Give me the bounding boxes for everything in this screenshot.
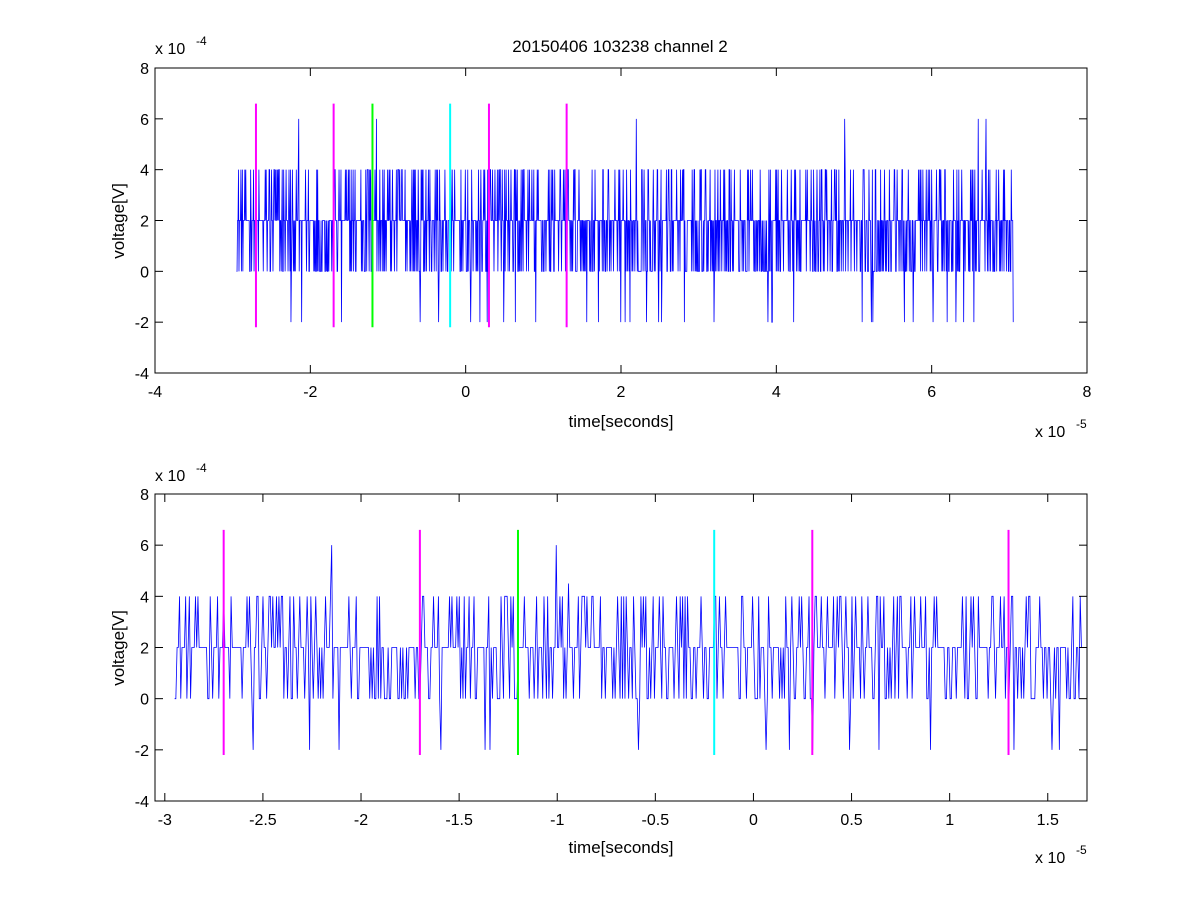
bottom-y-exponent: x 10 -4: [155, 461, 207, 485]
top-x-exponent: x 10 -5: [1035, 417, 1087, 441]
top-y-axis-label: voltage[V]: [109, 183, 128, 259]
x-tick-label: -1: [550, 812, 564, 829]
x-tick-label: -2: [303, 384, 317, 401]
x-tick-label: 0: [749, 812, 758, 829]
bottom-x-ticks: -3 -2.5 -2 -1.5 -1 -0.5 0 0.5 1 1.5: [158, 494, 1059, 829]
y-tick-label: 2: [140, 641, 149, 658]
y-tick-label: 0: [140, 264, 149, 281]
top-signal-series: [236, 118, 1014, 323]
y-tick-label: -4: [135, 366, 149, 383]
bottom-x-exponent-base: x 10: [1035, 850, 1065, 867]
y-tick-label: 8: [140, 61, 149, 78]
signal-trace: [236, 118, 1014, 323]
x-tick-label: 0: [461, 384, 470, 401]
x-tick-label: -0.5: [642, 812, 670, 829]
bottom-marker-lines: [222, 529, 1010, 755]
bottom-x-exponent-power: -5: [1076, 843, 1087, 857]
x-tick-label: -1.5: [445, 812, 473, 829]
top-y-exponent-base: x 10: [155, 41, 185, 58]
bottom-y-exponent-power: -4: [196, 461, 207, 475]
y-tick-label: 6: [140, 112, 149, 129]
y-tick-label: 6: [140, 538, 149, 555]
top-x-axis-label: time[seconds]: [569, 412, 674, 431]
x-tick-label: -2: [354, 812, 368, 829]
top-x-exponent-power: -5: [1076, 417, 1087, 431]
top-marker-lines: [254, 103, 568, 328]
y-tick-label: -2: [135, 743, 149, 760]
x-tick-label: 1.5: [1037, 812, 1059, 829]
figure-title: 20150406 103238 channel 2: [512, 37, 728, 56]
y-tick-label: 0: [140, 692, 149, 709]
y-tick-label: 2: [140, 214, 149, 231]
bottom-x-exponent: x 10 -5: [1035, 843, 1087, 867]
top-y-exponent-power: -4: [196, 34, 207, 48]
bottom-y-ticks: -4 -2 0 2 4 6 8: [135, 487, 1087, 811]
top-subplot: -4 -2 0 2 4 6 8 -4 -2 0 2 4 6 8 time[seconds] voltag…: [109, 34, 1092, 441]
signal-trace: [174, 545, 1087, 750]
x-tick-label: -4: [148, 384, 162, 401]
bottom-subplot: -3 -2.5 -2 -1.5 -1 -0.5 0 0.5 1 1.5 -4 -2 0 2 4 6 8 tim…: [109, 461, 1088, 867]
y-tick-label: 4: [140, 589, 149, 606]
bottom-y-axis-label: voltage[V]: [109, 610, 128, 686]
x-tick-label: 1: [945, 812, 954, 829]
bottom-y-exponent-base: x 10: [155, 468, 185, 485]
x-tick-label: -2.5: [249, 812, 277, 829]
x-tick-label: 0.5: [840, 812, 862, 829]
bottom-plot-area: [174, 529, 1087, 755]
x-tick-label: 2: [617, 384, 626, 401]
y-tick-label: 8: [140, 487, 149, 504]
top-y-exponent: x 10 -4: [155, 34, 207, 58]
x-tick-label: 6: [927, 384, 936, 401]
x-tick-label: 8: [1083, 384, 1092, 401]
top-y-ticks: -4 -2 0 2 4 6 8: [135, 61, 1087, 383]
bottom-signal-series: [174, 545, 1087, 750]
x-tick-label: 4: [772, 384, 781, 401]
top-x-exponent-base: x 10: [1035, 424, 1065, 441]
x-tick-label: -3: [158, 812, 172, 829]
y-tick-label: -2: [135, 315, 149, 332]
y-tick-label: -4: [135, 794, 149, 811]
bottom-x-axis-label: time[seconds]: [569, 838, 674, 857]
y-tick-label: 4: [140, 163, 149, 180]
top-x-ticks: -4 -2 0 2 4 6 8: [148, 68, 1092, 401]
top-plot-area: [236, 103, 1014, 328]
